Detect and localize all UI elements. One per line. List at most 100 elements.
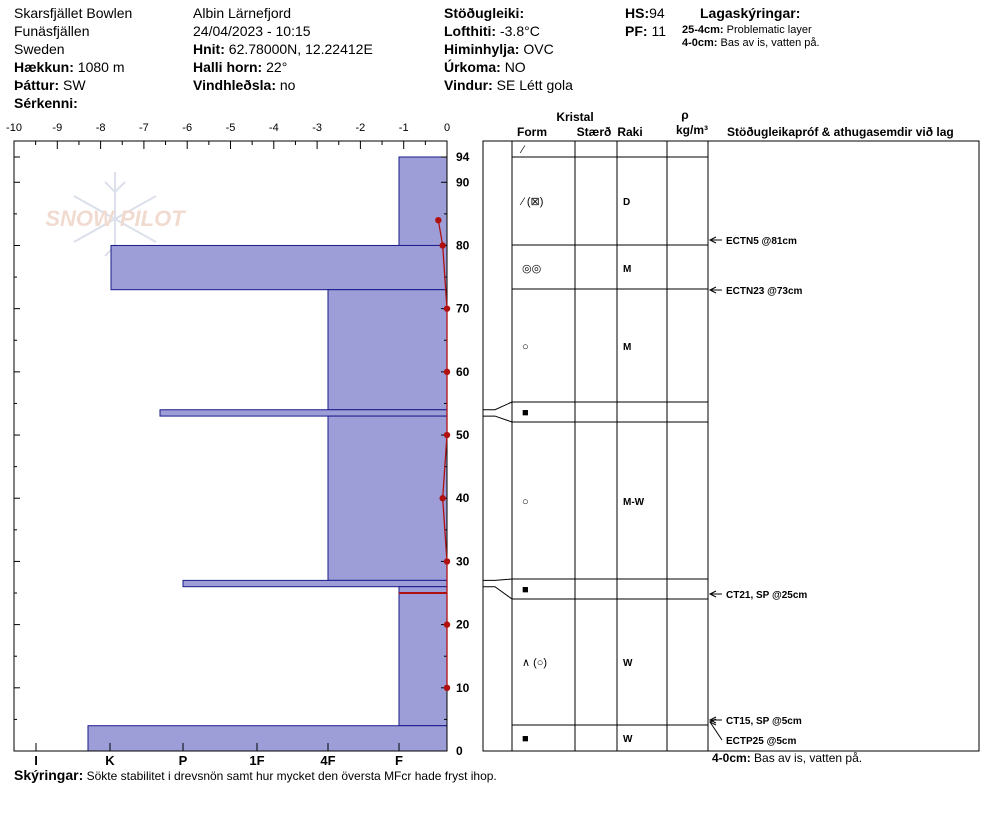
pf-label: PF: — [625, 23, 648, 39]
region-name: Funäsfjällen — [14, 23, 90, 39]
stability-test-label: ECTN23 @73cm — [726, 286, 803, 297]
elevation-label: Hækkun: — [14, 59, 74, 75]
pf-value: 11 — [651, 23, 666, 39]
temp-tick-label: -2 — [356, 122, 366, 134]
hardness-bar — [327, 289, 448, 411]
comments: Skýringar: Sökte stabilitet i drevsnön s… — [14, 766, 497, 785]
layer-note-1-text: Problematic layer — [726, 24, 812, 36]
wind-label: Vindur: — [444, 77, 493, 93]
stability-tests: ECTN5 @81cm ECTN23 @73cm CT21, SP @25cm CT1… — [708, 236, 807, 747]
temperature-point — [443, 621, 451, 628]
temp-tick-label: 0 — [444, 122, 450, 134]
form-header: Form — [517, 125, 547, 139]
moisture-label: W — [623, 734, 633, 745]
header-weather: Stöðugleiki: Lofthiti: -3.8°C Himinhylja… — [444, 4, 573, 94]
layer-notes-title: Lagaskýringar: — [700, 5, 801, 21]
tests-header: Stöðugleikapróf & athugasemdir við lag — [727, 125, 954, 139]
temp-tick-label: -5 — [226, 122, 236, 134]
aspect: Þáttur: SW — [14, 76, 132, 94]
temp-tick-label: -8 — [96, 122, 106, 134]
layer-note-2: 4-0cm: Bas av is, vatten på. — [682, 37, 820, 50]
header-location: Skarsfjället Bowlen Funäsfjällen Sweden … — [14, 4, 132, 112]
comments-label: Skýringar: — [14, 767, 84, 783]
hardness-tick-label: P — [179, 753, 188, 768]
observer-name: Albin Lärnefjord — [193, 5, 292, 21]
test-arrow-head — [708, 718, 717, 726]
layer-connector — [483, 415, 513, 423]
wind-loading-label: Vindhleðsla: — [193, 77, 276, 93]
slope-label: Halli horn: — [193, 59, 263, 75]
hardness-bar — [182, 579, 448, 588]
wind-loading-value: no — [279, 77, 296, 93]
height-tick-label: 30 — [456, 554, 470, 568]
temperature-point — [443, 305, 451, 312]
temp-tick-label: -7 — [139, 122, 149, 134]
density-unit-header: kg/m³ — [676, 123, 708, 137]
bottom-layer-note: 4-0cm: Bas av is, vatten på. — [712, 752, 862, 765]
hardness-bar — [159, 409, 448, 417]
stability-test-label: CT15, SP @5cm — [726, 716, 802, 727]
layer-connector — [483, 578, 513, 581]
layer-notes-title-box: Lagaskýringar: — [700, 4, 800, 22]
layer-note-2-text: Bas av is, vatten på. — [720, 37, 820, 49]
hardness-bar — [87, 725, 448, 752]
hardness-tick-label: I — [34, 753, 38, 768]
wind-loading: Vindhleðsla: no — [193, 76, 373, 94]
special: Sérkenni: — [14, 94, 132, 112]
crystal-form: ■ — [522, 407, 529, 419]
sky-value: OVC — [523, 41, 554, 57]
hardness-bar — [110, 244, 448, 291]
stability-label: Stöðugleiki: — [444, 5, 525, 21]
layer-connector — [483, 586, 513, 600]
aspect-value: SW — [63, 77, 86, 93]
air-temp-label: Lofthiti: — [444, 23, 497, 39]
crystal-form: ○ — [522, 341, 529, 353]
coords-value: 62.78000N, 12.22412E — [228, 41, 373, 57]
temperature-point — [435, 216, 442, 224]
stability-test-label: ECTN5 @81cm — [726, 236, 797, 247]
height-tick-label: 90 — [456, 175, 470, 189]
layer-connector — [483, 401, 513, 411]
layer-note-1: 25-4cm: Problematic layer — [682, 24, 820, 37]
temperature-point — [439, 495, 446, 502]
height-tick-label: 20 — [456, 618, 470, 632]
hardness-bar — [398, 586, 448, 727]
moisture-label: M — [623, 264, 631, 275]
layer-table: ⁄ ⁄ (⊠) D ◎◎ M ○ M ■ ○ M-W ■ ∧ (○) W ■ W — [482, 140, 980, 752]
temperature-point — [443, 558, 451, 565]
precip-value: NO — [504, 59, 526, 75]
size-header: Stærð — [577, 125, 612, 139]
height-tick-label: 60 — [456, 365, 470, 379]
crystal-form: ⁄ — [519, 144, 526, 156]
watermark-text: SNOW PILOT — [45, 206, 186, 231]
bottom-note-range: 4-0cm: — [712, 751, 751, 765]
snowpilot-watermark: SNOW PILOT — [45, 172, 186, 266]
air-temp-value: -3.8°C — [499, 23, 540, 39]
observation-datetime: 24/04/2023 - 10:15 — [193, 23, 311, 39]
crystal-form: ∧ (○) — [522, 657, 547, 669]
slope-value: 22° — [266, 59, 288, 75]
wind-value: SE Létt gola — [496, 77, 573, 93]
coordinates: Hnit: 62.78000N, 12.22412E — [193, 40, 373, 58]
height-tick-label: 40 — [456, 491, 470, 505]
elevation: Hækkun: 1080 m — [14, 58, 132, 76]
temperature-point — [443, 431, 451, 439]
temp-tick-label: -9 — [52, 122, 62, 134]
moisture-label: M — [623, 342, 631, 353]
crystal-header: Kristal — [556, 110, 593, 124]
header-observation: Albin Lärnefjord 24/04/2023 - 10:15 Hnit… — [193, 4, 373, 94]
height-tick-label: 80 — [456, 238, 470, 252]
temp-tick-label: -1 — [399, 122, 409, 134]
temperature-profile — [399, 216, 451, 692]
moisture-label: W — [623, 658, 633, 669]
hardness-tick-label: 1F — [249, 753, 264, 768]
test-arrow-head — [708, 286, 717, 294]
test-arrow — [709, 721, 723, 741]
moisture-label: M-W — [623, 497, 645, 508]
layer-note-2-range: 4-0cm: — [682, 37, 718, 49]
aspect-label: Þáttur: — [14, 77, 60, 93]
height-tick-label: 94 — [456, 150, 470, 164]
layer-note-1-range: 25-4cm: — [682, 24, 724, 36]
comments-text: Sökte stabilitet i drevsnön samt hur myc… — [86, 769, 497, 783]
